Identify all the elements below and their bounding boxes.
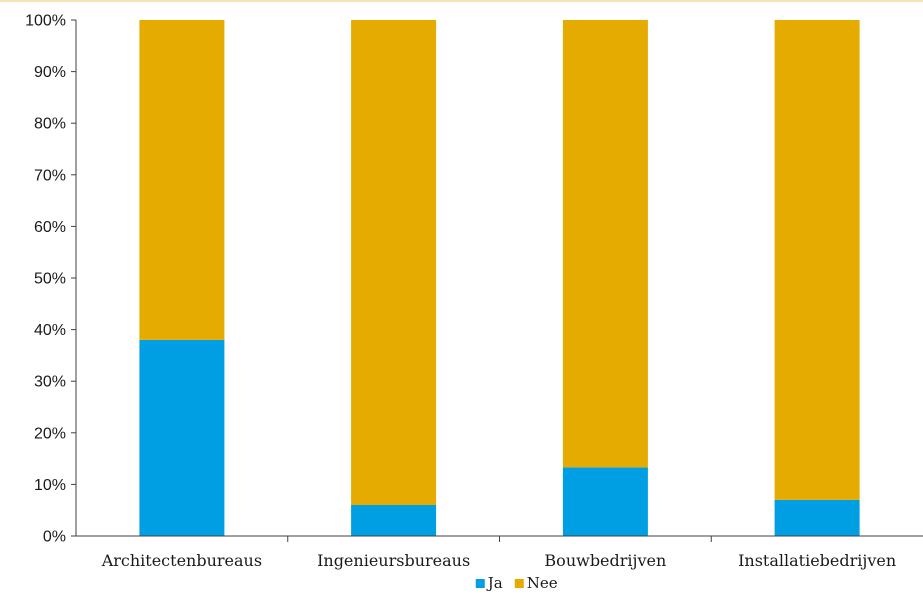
legend-label-ja: Ja: [486, 574, 503, 592]
x-category-label: Ingenieursbureaus: [317, 551, 470, 570]
legend-label-nee: Nee: [527, 574, 558, 592]
y-tick-label: 20%: [34, 425, 66, 442]
y-tick-label: 30%: [34, 374, 66, 391]
bar-nee-ingenieursbureaus: [351, 20, 437, 505]
legend-swatch-ja: [475, 579, 485, 588]
y-tick-label: 80%: [34, 116, 66, 133]
y-tick-label: 70%: [34, 167, 66, 184]
bar-nee-architectenbureaus: [139, 20, 225, 340]
bar-ja-architectenbureaus: [139, 339, 225, 536]
y-tick-label: 60%: [34, 219, 66, 236]
legend: Ja Nee: [475, 574, 558, 592]
top-border: [0, 0, 923, 2]
bar-ja-ingenieursbureaus: [351, 505, 437, 536]
y-tick-label: 100%: [25, 13, 66, 30]
y-tick-label: 40%: [34, 322, 66, 339]
x-category-label: Installatiebedrijven: [738, 551, 896, 570]
y-tick-label: 10%: [34, 477, 66, 494]
x-category-label: Architectenbureaus: [101, 551, 262, 570]
y-tick-labels: 0% 10% 20% 30% 40% 50% 60% 70% 80% 90% 100%: [25, 13, 66, 546]
bar-nee-installatiebedrijven: [774, 20, 860, 500]
y-tick-label: 90%: [34, 64, 66, 81]
bar-ja-bouwbedrijven: [562, 467, 648, 536]
legend-swatch-nee: [514, 579, 524, 588]
y-tick-label: 0%: [43, 529, 66, 546]
bar-nee-bouwbedrijven: [562, 20, 648, 468]
bars-layer: [139, 20, 860, 536]
x-category-labels: Architectenbureaus Ingenieursbureaus Bouwb…: [101, 551, 896, 570]
bar-ja-installatiebedrijven: [774, 499, 860, 536]
axes-layer: [71, 19, 923, 542]
y-tick-label: 50%: [34, 271, 66, 288]
x-category-label: Bouwbedrijven: [544, 551, 666, 570]
